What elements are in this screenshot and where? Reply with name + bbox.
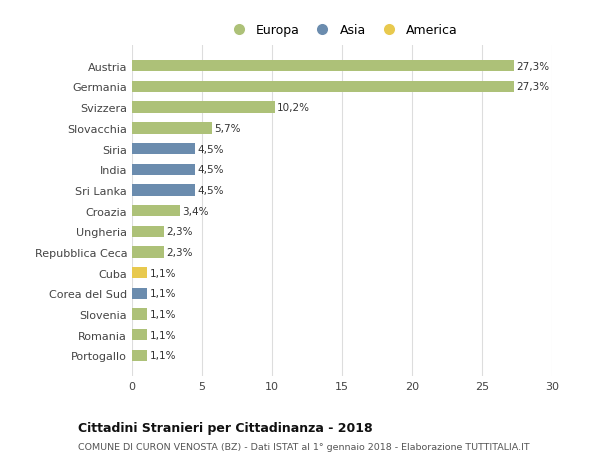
- Text: 5,7%: 5,7%: [214, 123, 241, 134]
- Bar: [132, 185, 195, 196]
- Bar: [132, 350, 148, 361]
- Bar: [132, 164, 195, 175]
- Text: 27,3%: 27,3%: [516, 82, 550, 92]
- Text: 1,1%: 1,1%: [149, 309, 176, 319]
- Bar: [132, 330, 148, 341]
- Bar: [132, 309, 148, 320]
- Text: 2,3%: 2,3%: [166, 247, 193, 257]
- Bar: [132, 206, 179, 217]
- Text: 1,1%: 1,1%: [149, 268, 176, 278]
- Text: 4,5%: 4,5%: [197, 185, 224, 196]
- Text: 10,2%: 10,2%: [277, 103, 310, 113]
- Text: 1,1%: 1,1%: [149, 351, 176, 361]
- Bar: [132, 123, 212, 134]
- Bar: [132, 226, 164, 237]
- Text: 4,5%: 4,5%: [197, 144, 224, 154]
- Text: 1,1%: 1,1%: [149, 289, 176, 299]
- Bar: [132, 268, 148, 279]
- Legend: Europa, Asia, America: Europa, Asia, America: [221, 19, 463, 42]
- Text: 3,4%: 3,4%: [182, 206, 208, 216]
- Bar: [132, 247, 164, 258]
- Bar: [132, 102, 275, 113]
- Bar: [132, 144, 195, 155]
- Text: Cittadini Stranieri per Cittadinanza - 2018: Cittadini Stranieri per Cittadinanza - 2…: [78, 421, 373, 434]
- Bar: [132, 288, 148, 299]
- Text: 4,5%: 4,5%: [197, 165, 224, 175]
- Text: 1,1%: 1,1%: [149, 330, 176, 340]
- Text: 27,3%: 27,3%: [516, 62, 550, 72]
- Text: 2,3%: 2,3%: [166, 227, 193, 237]
- Text: COMUNE DI CURON VENOSTA (BZ) - Dati ISTAT al 1° gennaio 2018 - Elaborazione TUTT: COMUNE DI CURON VENOSTA (BZ) - Dati ISTA…: [78, 442, 530, 451]
- Bar: [132, 82, 514, 93]
- Bar: [132, 61, 514, 72]
